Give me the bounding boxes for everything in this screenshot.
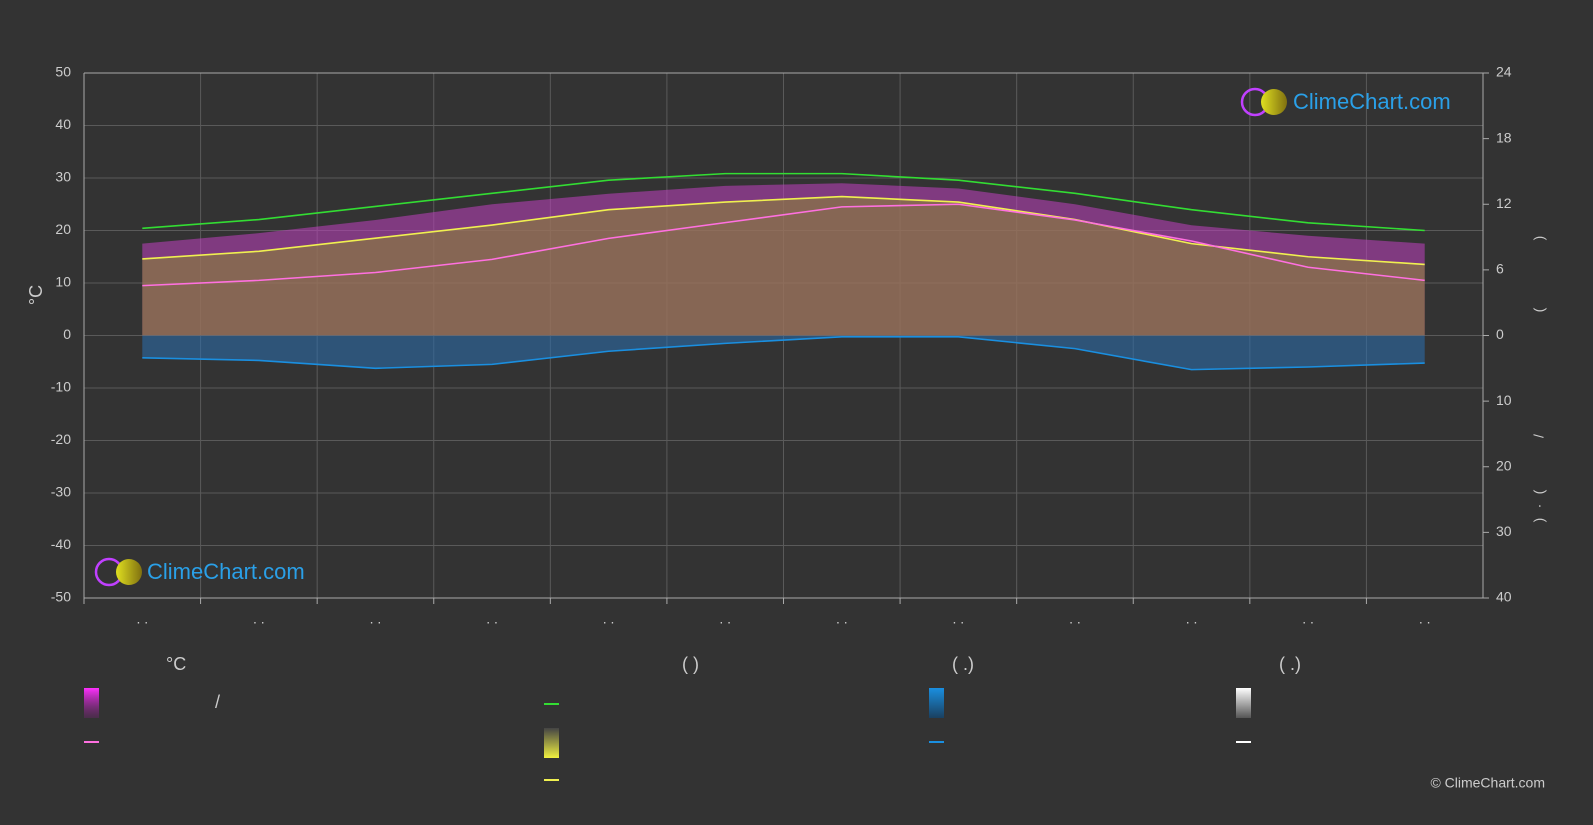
x-tick-label: . . [136,611,148,627]
y-tick-label: 0 [63,326,71,342]
x-tick-label: . . [719,611,731,627]
plot-area: -50 -40 -30 -20 -10 0 10 20 30 40 50 0 6 12 18 24 10 20 30… [51,64,1547,627]
y-tick-label: -30 [51,484,71,500]
legend-swatch [929,688,944,718]
area [142,335,1425,370]
y-tick-label: 30 [55,169,71,185]
y3-tick-label: 20 [1496,457,1512,473]
legend-head: ( .) [1279,654,1301,674]
logo-sun [1261,89,1287,115]
line [142,203,1425,287]
logo-text: ClimeChart.com [1293,89,1451,114]
y2-axis-label: · [1531,504,1547,509]
x-tick-label: . . [1419,611,1431,627]
legend-text: / [215,692,220,712]
copyright: © ClimeChart.com [1430,775,1545,791]
x-tick-label: . . [1302,611,1314,627]
y3-tick-label: 40 [1496,589,1512,605]
y2-axis-label: ( [1531,489,1547,494]
x-tick-label: . . [603,611,615,627]
y-tick-label: -50 [51,589,71,605]
x-tick-label: . . [953,611,965,627]
area [142,196,1425,336]
legend-swatch [84,688,99,718]
y2-axis-label: ) [1531,236,1547,241]
x-tick-label: . . [1069,611,1081,627]
y2-axis-label: ) [1531,518,1547,523]
logo-text: ClimeChart.com [147,559,305,584]
y2-axis-label: ( [1531,307,1547,312]
legend-head: ( .) [952,654,974,674]
legend-swatch [1236,688,1251,718]
logo-bottom: ClimeChart.com [94,557,305,587]
y-axis-label: °C [26,285,46,305]
y2-tick-label: 12 [1496,195,1512,211]
x-tick-label: . . [486,611,498,627]
y3-tick-label: 10 [1496,392,1512,408]
y-tick-label: -20 [51,431,71,447]
x-tick-label: . . [370,611,382,627]
y2-tick-label: 0 [1496,326,1504,342]
line [142,172,1425,232]
logo: ClimeChart.com [1240,87,1451,117]
y-tick-label: 40 [55,116,71,132]
y2-axis-label: / [1531,434,1547,438]
y-tick-label: 50 [55,64,71,80]
logo-sun [116,559,142,585]
y-tick-label: -40 [51,536,71,552]
y-tick-label: -10 [51,379,71,395]
y3-tick-label: 30 [1496,523,1512,539]
legend-head: ( ) [682,654,699,674]
x-tick-label: . . [836,611,848,627]
legend: °C ( ) ( .) ( .) / [84,654,1301,781]
legend-swatch [544,728,559,758]
y2-tick-label: 6 [1496,261,1504,277]
y-tick-label: 10 [55,274,71,290]
line [142,336,1425,371]
x-tick-label: . . [1186,611,1198,627]
y-tick-label: 20 [55,221,71,237]
legend-head: °C [166,654,186,674]
y2-tick-label: 24 [1496,64,1512,80]
x-tick-label: . . [253,611,265,627]
y2-tick-label: 18 [1496,129,1512,145]
